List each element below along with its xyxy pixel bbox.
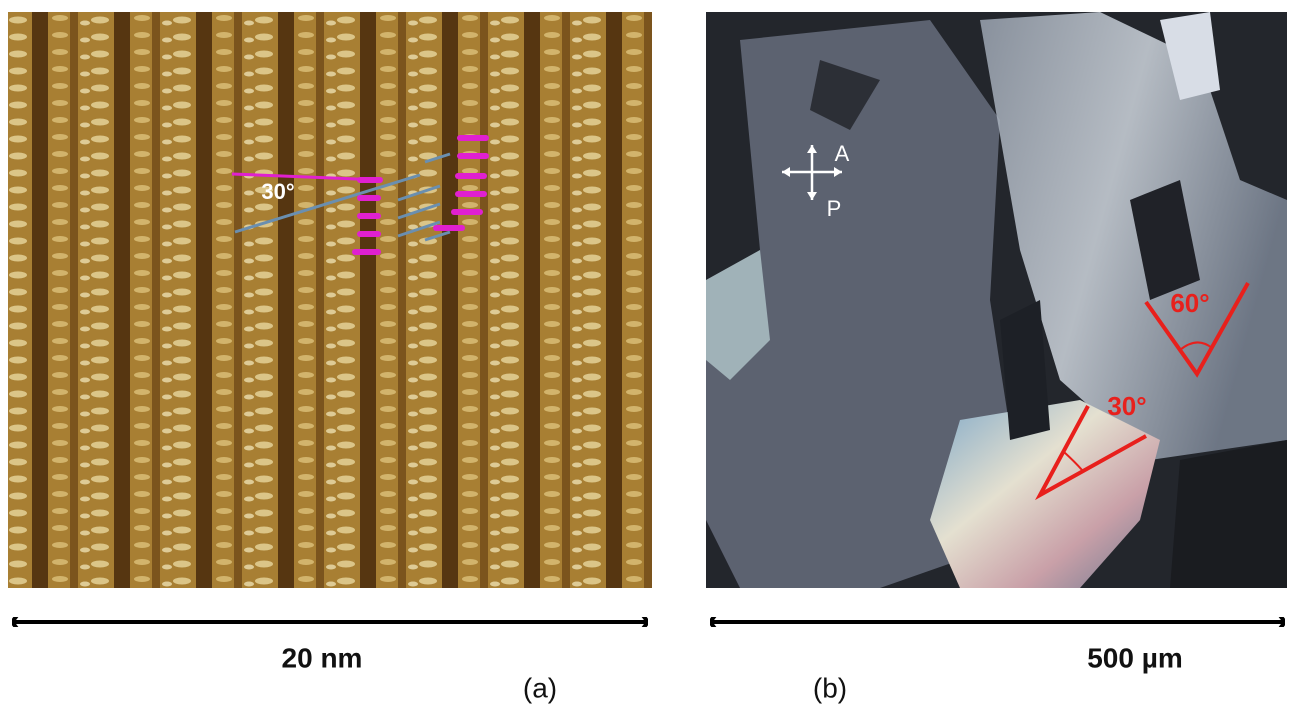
panel-label: (a) (523, 672, 557, 703)
stm-image: 30° (8, 12, 652, 588)
scale-label: 20 nm (282, 642, 363, 673)
panel-label: (b) (813, 672, 847, 703)
scale-label: 500 µm (1087, 642, 1183, 673)
analyzer-label: A (835, 141, 850, 166)
angle-60-label: 60° (1170, 288, 1209, 318)
polarizer-cross (782, 145, 842, 200)
angle-30-label: 30° (1107, 391, 1146, 421)
angle-lines (1034, 282, 1250, 501)
angle-label: 30° (261, 179, 294, 204)
micrograph (706, 12, 1287, 588)
polarizer-label: P (827, 196, 842, 221)
